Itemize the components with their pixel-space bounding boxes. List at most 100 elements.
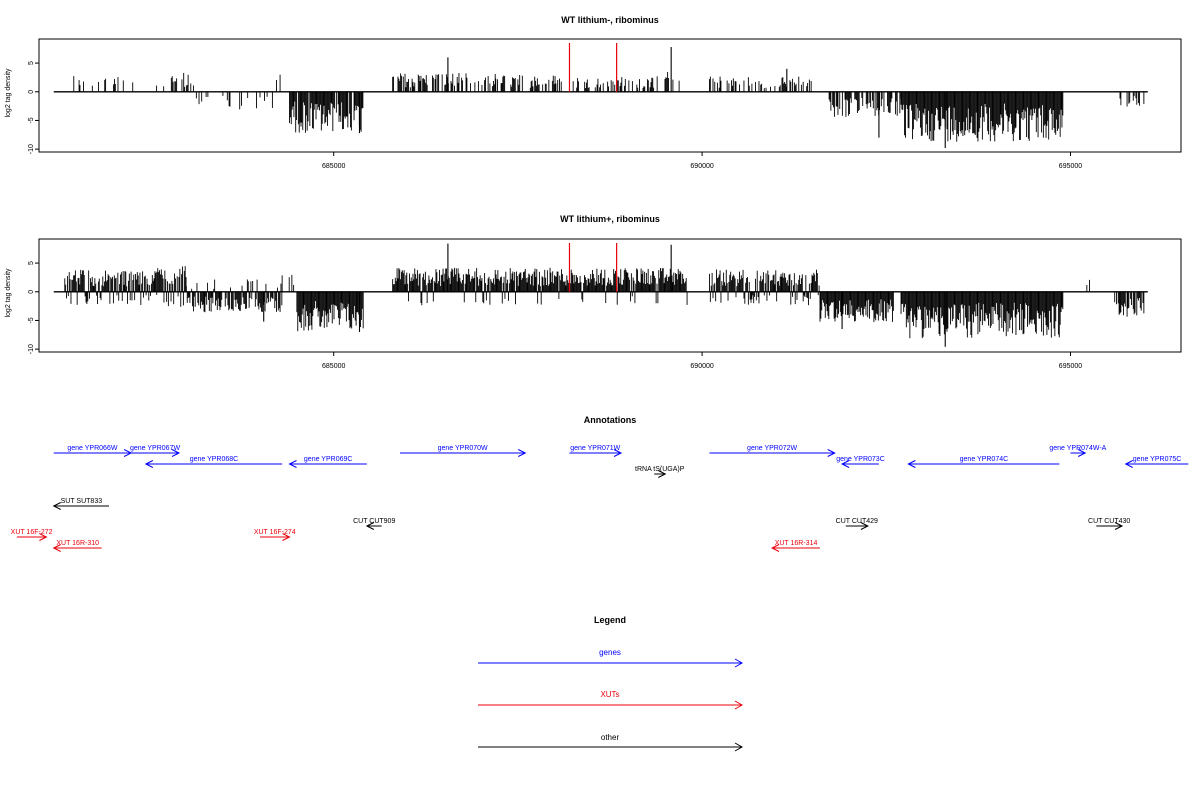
feature-label: gene YPR066W [67, 445, 117, 452]
panel-1-frame [38, 38, 1182, 153]
panel-2-density-bars [64, 243, 1145, 347]
panel-1-ytick-label: -10 [28, 144, 35, 154]
feature-arrow-head [1124, 460, 1133, 468]
panel-1-xtick-685000: 685000 [322, 152, 345, 170]
panel-1-markers [568, 43, 618, 92]
panel-1-ytick-0: 0 [28, 90, 39, 94]
feature-arrow-head [52, 544, 61, 552]
panel-2-ylabel: log2 tag density [5, 268, 12, 318]
feature-label: gene YPR074C [960, 456, 1009, 463]
annotation-feature: XUT 16F-274 [254, 529, 296, 541]
panel-1-ytick-label: -5 [28, 117, 35, 123]
feature-arrow-head [171, 449, 181, 457]
legend-arrow-head [734, 700, 744, 710]
panel-2-xticks: 685000 690000 695000 [322, 352, 1082, 370]
feature-label: CUT CUT429 [836, 518, 878, 525]
legend-label: XUTs [600, 690, 619, 699]
annotation-feature: gene YPR074C [907, 456, 1060, 468]
feature-arrow-head [282, 533, 291, 541]
feature-label: tRNA tS(UGA)P [635, 466, 685, 473]
annotation-feature: gene YPR075C [1124, 456, 1189, 468]
feature-label: gene YPR074W-A [1049, 445, 1106, 452]
legend-item-other: other [478, 733, 744, 752]
panel-1-xtick-695000: 695000 [1059, 152, 1082, 170]
annotations-title: Annotations [584, 415, 637, 425]
feature-label: gene YPR069C [304, 456, 353, 463]
legend: Legend genes XUTs other [478, 615, 744, 752]
feature-arrow-head [144, 460, 154, 468]
feature-arrow-head [1114, 522, 1124, 530]
annotation-feature: gene YPR067W [130, 445, 180, 457]
feature-arrow-head [827, 449, 836, 457]
feature-arrow-head [613, 449, 623, 457]
panel-2-ytick-label: -5 [28, 317, 35, 323]
panel-2-xtick-685000: 685000 [322, 352, 345, 370]
panel-1-ytick-5: 5 [28, 61, 39, 65]
annotation-feature: tRNA tS(UGA)P [635, 466, 685, 478]
panel-1-xticks: 685000 690000 695000 [322, 152, 1082, 170]
feature-label: gene YPR073C [836, 456, 885, 463]
panel-2-xtick-690000: 690000 [690, 352, 714, 370]
panel-2-frame [38, 238, 1182, 353]
feature-arrow-head [770, 544, 780, 552]
feature-label: gene YPR072W [747, 445, 797, 452]
panel-2-ytick-label: -10 [28, 344, 35, 354]
annotations-track: Annotations gene YPR066W gene YPR067Wgene… [11, 415, 1189, 552]
panel-1-ytick-m5: -5 [28, 117, 39, 124]
annotation-feature: gene YPR073C [836, 456, 885, 468]
feature-arrow-head [860, 522, 869, 530]
feature-label: XUT 16F-274 [254, 529, 296, 536]
feature-label: XUT 16R-310 [56, 540, 99, 547]
annotation-feature: gene YPR066W [53, 445, 133, 457]
feature-arrow-head [52, 502, 61, 510]
panel-2-ytick-label: 5 [28, 261, 35, 265]
feature-arrow-head [840, 460, 850, 468]
panel-1-yticks: 5 0 -5 -10 [28, 61, 39, 154]
panel-2-yticks: 5 0 -5 -10 [28, 261, 39, 354]
annotation-feature: gene YPR074W-A [1049, 445, 1107, 457]
feature-label: gene YPR068C [190, 456, 239, 463]
panel-2-xtick-label: 695000 [1059, 363, 1082, 370]
annotation-feature: SUT SUT833 [52, 498, 109, 510]
feature-label: CUT CUT909 [353, 518, 395, 525]
annotation-feature: XUT 16R-310 [52, 540, 102, 552]
legend-item-xuts: XUTs [478, 690, 744, 710]
annotation-feature: CUT CUT430 [1088, 518, 1130, 530]
feature-label: SUT SUT833 [61, 498, 103, 505]
panel-1-xtick-label: 695000 [1059, 163, 1082, 170]
feature-label: gene YPR067W [130, 445, 180, 452]
feature-arrow-head [365, 522, 375, 530]
panel-2-ytick-m10: -10 [28, 344, 39, 354]
feature-label: gene YPR070W [438, 445, 488, 452]
annotation-feature: XUT 16F-272 [11, 529, 53, 541]
panel-2-ytick-0: 0 [28, 290, 39, 294]
annotation-feature: CUT CUT429 [836, 518, 878, 530]
legend-label: other [601, 733, 620, 742]
annotation-feature: XUT 16R-314 [770, 540, 820, 552]
annotation-feature: gene YPR072W [709, 445, 836, 457]
legend-item-genes: genes [478, 648, 744, 668]
legend-arrow-head [734, 742, 744, 752]
panel-1-title: WT lithium-, ribominus [561, 15, 659, 25]
panel-2-ytick-5: 5 [28, 261, 39, 265]
feature-arrow-head [39, 533, 48, 541]
feature-arrow-head [288, 460, 297, 468]
panel-2-xtick-695000: 695000 [1059, 352, 1082, 370]
panel-1-xtick-label: 685000 [322, 163, 345, 170]
annotation-feature: gene YPR068C [144, 456, 283, 468]
annotation-feature: gene YPR071W [569, 445, 623, 457]
feature-label: CUT CUT430 [1088, 518, 1130, 525]
panel-2-title: WT lithium+, ribominus [560, 214, 660, 224]
feature-label: gene YPR071W [570, 445, 620, 452]
panel-lithium-minus: WT lithium-, ribominus log2 tag density … [5, 15, 1182, 170]
feature-label: XUT 16F-272 [11, 529, 53, 536]
annotation-feature: gene YPR069C [288, 456, 367, 468]
panel-1-ytick-label: 0 [28, 90, 35, 94]
legend-title: Legend [594, 615, 626, 625]
feature-arrow-head [518, 449, 527, 457]
panel-1-xtick-label: 690000 [690, 163, 713, 170]
annotation-features: gene YPR066W gene YPR067W gene YPR068C gene… [11, 445, 1189, 552]
feature-label: XUT 16R-314 [775, 540, 818, 547]
annotation-feature: gene YPR070W [400, 445, 527, 457]
